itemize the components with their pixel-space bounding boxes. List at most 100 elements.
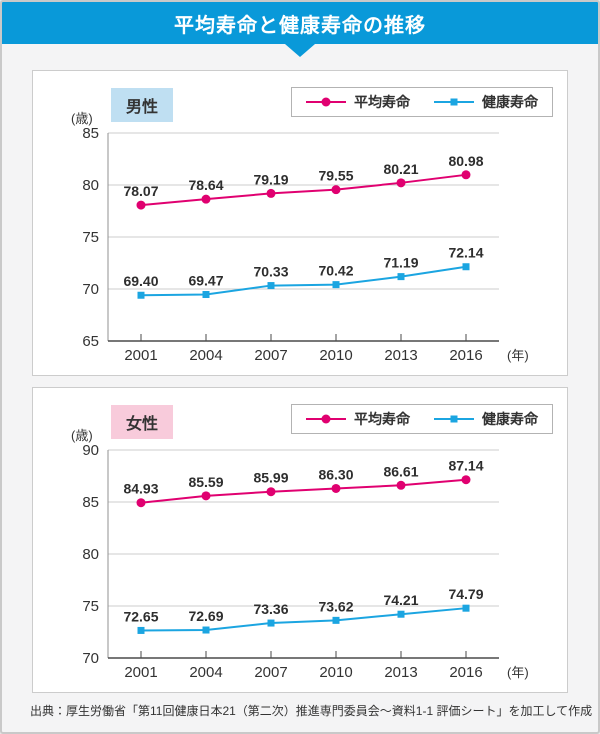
y-tick-label: 75: [82, 598, 99, 615]
data-point-marker: [397, 273, 405, 281]
value-label: 86.30: [318, 466, 353, 482]
legend-label-average-life: 平均寿命: [354, 411, 410, 427]
y-tick-label: 80: [82, 546, 99, 563]
value-label: 84.93: [123, 481, 158, 497]
male-chart-card: 男性 平均寿命 健康寿命 (歳) 65 70 75 80 85 2001 2004 2007 2…: [32, 70, 568, 376]
x-tick-label: 2007: [254, 347, 287, 364]
data-point-marker: [137, 291, 145, 299]
value-label: 69.47: [188, 273, 223, 289]
data-point-marker: [201, 194, 211, 204]
y-tick-label: 85: [82, 494, 99, 511]
data-point-marker: [331, 185, 341, 195]
female-badge: 女性: [111, 405, 173, 439]
female-line-chart: 70 75 80 85 90 2001 2004 2007 2010 2013 2016 (年) 84.…: [82, 444, 529, 681]
page-title: 平均寿命と健康寿命の推移: [174, 14, 426, 37]
y-tick-label: 80: [82, 177, 99, 194]
average-life-line-icon: [306, 414, 346, 424]
data-point-marker: [461, 170, 471, 180]
x-tick-label: 2016: [449, 347, 482, 364]
x-tick-label: 2016: [449, 664, 482, 681]
data-point-marker: [397, 610, 405, 618]
value-label: 72.65: [123, 608, 158, 624]
data-point-marker: [462, 604, 470, 612]
healthy-life-line: [140, 265, 467, 297]
data-point-marker: [266, 188, 276, 198]
x-tick-label: 2010: [319, 347, 352, 364]
square-marker-icon: [450, 415, 458, 423]
x-axis-unit: (年): [507, 348, 529, 363]
value-label: 73.36: [253, 601, 288, 617]
value-label: 80.21: [383, 161, 418, 177]
y-tick-label: 85: [82, 127, 99, 142]
value-label: 71.19: [383, 255, 418, 271]
x-tick-label: 2007: [254, 664, 287, 681]
data-point-marker: [136, 498, 146, 508]
female-chart-legend: 平均寿命 健康寿命: [291, 404, 553, 434]
male-badge: 男性: [111, 88, 173, 122]
data-point-marker: [331, 483, 341, 493]
data-point-marker: [396, 178, 406, 188]
value-label: 72.69: [188, 608, 223, 624]
healthy-life-line-icon: [434, 98, 474, 106]
male-chart-legend: 平均寿命 健康寿命: [291, 87, 553, 117]
data-point-marker: [137, 626, 145, 634]
data-point-marker: [462, 263, 470, 271]
y-tick-label: 75: [82, 229, 99, 246]
data-point-marker: [136, 200, 146, 210]
value-label: 70.42: [318, 263, 353, 279]
y-axis-unit: (歳): [71, 111, 93, 126]
data-point-marker: [266, 487, 276, 497]
y-tick-label: 90: [82, 444, 99, 459]
value-label: 79.19: [253, 171, 288, 187]
x-tick-label: 2013: [384, 347, 417, 364]
value-label: 79.55: [318, 168, 353, 184]
data-point-marker: [202, 291, 210, 299]
x-axis-unit: (年): [507, 665, 529, 680]
header-arrow-icon: [285, 44, 315, 57]
value-label: 85.59: [188, 474, 223, 490]
x-tick-label: 2001: [124, 664, 157, 681]
data-point-marker: [332, 616, 340, 624]
value-label: 69.40: [123, 273, 158, 289]
value-label: 78.07: [123, 183, 158, 199]
footer-source: 出典：厚生労働省「第11回健康日本21（第二次）推進専門委員会～資料1-1 評価…: [30, 704, 593, 718]
legend-item-average-life: 平均寿命: [306, 92, 410, 112]
value-label: 74.21: [383, 592, 418, 608]
healthy-life-line: [140, 607, 467, 632]
x-tick-label: 2001: [124, 347, 157, 364]
value-label: 86.61: [383, 463, 418, 479]
value-label: 73.62: [318, 598, 353, 614]
average-life-line: [140, 478, 467, 504]
y-tick-label: 65: [82, 333, 99, 350]
value-label: 74.79: [448, 586, 483, 602]
legend-item-average-life: 平均寿命: [306, 409, 410, 429]
header-banner: 平均寿命と健康寿命の推移: [2, 2, 598, 44]
average-life-line: [140, 173, 467, 207]
data-point-marker: [202, 626, 210, 634]
y-tick-label: 70: [82, 650, 99, 667]
data-point-marker: [461, 475, 471, 485]
legend-item-healthy-life: 健康寿命: [434, 409, 538, 429]
healthy-life-line-icon: [434, 415, 474, 423]
y-axis-unit: (歳): [71, 428, 93, 443]
data-point-marker: [267, 619, 275, 627]
value-label: 78.64: [188, 177, 223, 193]
value-label: 72.14: [448, 245, 483, 261]
square-marker-icon: [450, 98, 458, 106]
data-point-marker: [396, 480, 406, 490]
data-point-marker: [332, 281, 340, 289]
x-tick-label: 2004: [189, 347, 222, 364]
female-chart-card: 女性 平均寿命 健康寿命 (歳) 70 75 80 85 90 2001 2004 2007 2…: [32, 387, 568, 693]
x-tick-label: 2013: [384, 664, 417, 681]
male-line-chart: 65 70 75 80 85 2001 2004 2007 2010 2013 2016 (年) 78.…: [82, 127, 529, 364]
x-tick-label: 2004: [189, 664, 222, 681]
value-label: 87.14: [448, 458, 483, 474]
circle-marker-icon: [321, 414, 331, 424]
average-life-line-icon: [306, 97, 346, 107]
legend-label-average-life: 平均寿命: [354, 94, 410, 110]
legend-label-healthy-life: 健康寿命: [482, 411, 538, 427]
data-point-marker: [267, 282, 275, 290]
y-tick-label: 70: [82, 281, 99, 298]
data-point-marker: [201, 491, 211, 501]
